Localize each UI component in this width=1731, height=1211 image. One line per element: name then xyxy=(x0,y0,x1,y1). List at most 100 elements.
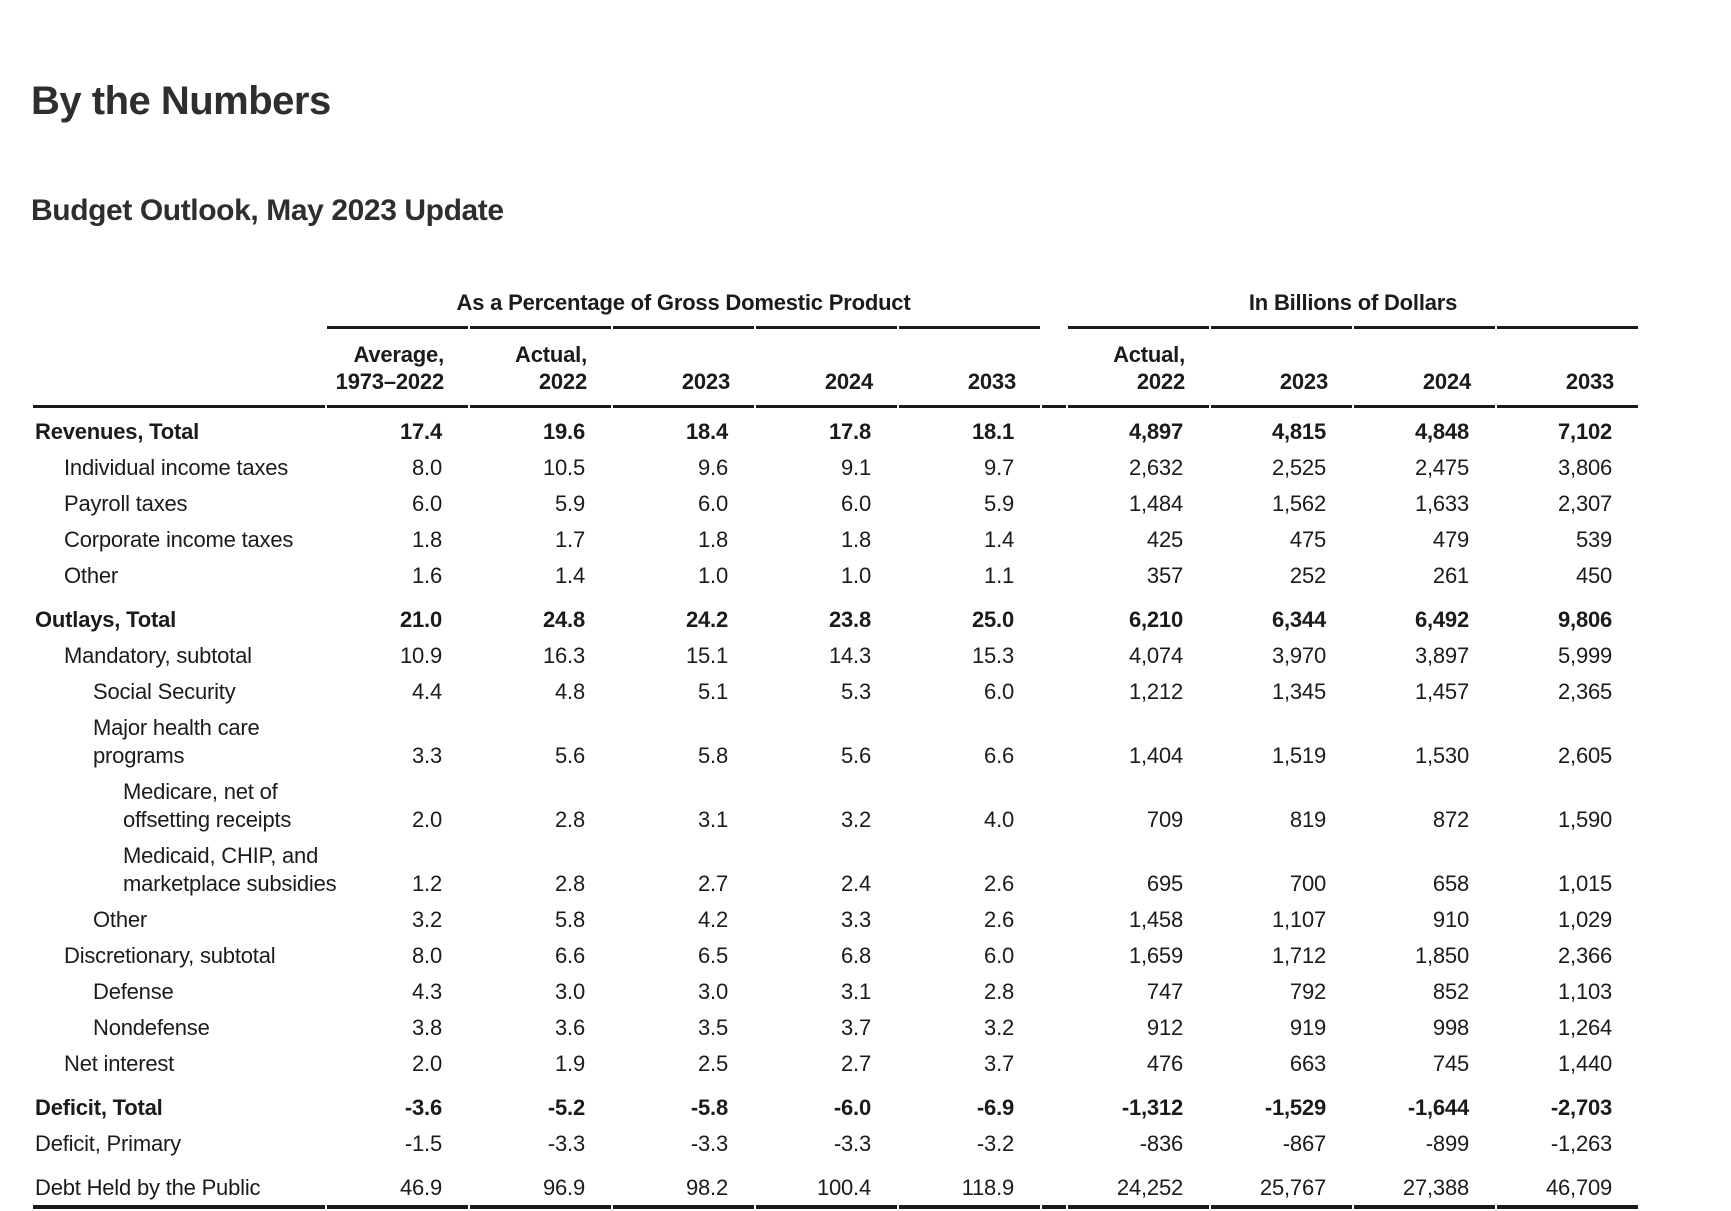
pct-value: 6.0 xyxy=(698,491,728,516)
usd-value: 695 xyxy=(1146,871,1184,896)
pct-value: 15.1 xyxy=(685,643,728,668)
usd-value: 912 xyxy=(1146,1015,1184,1040)
pct-value: 98.2 xyxy=(613,1161,754,1209)
usd-value: 1,712 xyxy=(1271,943,1327,968)
usd-value: 2,475 xyxy=(1414,455,1470,480)
col-head-usd-2033: 2033 xyxy=(1497,329,1639,408)
usd-value: 6,492 xyxy=(1414,607,1470,632)
pct-value: 21.0 xyxy=(399,607,442,632)
usd-value: 539 xyxy=(1575,527,1613,552)
column-gap xyxy=(1042,408,1066,449)
pct-value: 4.2 xyxy=(698,907,728,932)
usd-value: 46,709 xyxy=(1497,1161,1639,1209)
pct-value: 3.1 xyxy=(698,807,728,832)
pct-value: 3.0 xyxy=(698,979,728,1004)
usd-value: -1,312 xyxy=(1121,1095,1184,1120)
table-row: Deficit, Primary -1.5 -3.3 -3.3 -3.3 -3.… xyxy=(33,1125,1638,1161)
column-gap xyxy=(1042,521,1066,557)
usd-value: 709 xyxy=(1146,807,1184,832)
row-label: Revenues, Total xyxy=(35,419,200,444)
pct-value: 24.2 xyxy=(685,607,728,632)
usd-value: 852 xyxy=(1432,979,1470,1004)
column-gap xyxy=(1042,973,1066,1009)
pct-value: 2.0 xyxy=(412,1051,442,1076)
usd-value: 910 xyxy=(1432,907,1470,932)
row-label: Major health care programs xyxy=(93,715,260,768)
group-rule xyxy=(899,326,1041,329)
col-head-pct-2033: 2033 xyxy=(899,329,1041,408)
column-gap xyxy=(1042,1081,1066,1125)
pct-value: -1.5 xyxy=(404,1131,442,1156)
pct-value: 2.8 xyxy=(555,871,585,896)
pct-value: 3.7 xyxy=(841,1015,871,1040)
usd-value: 1,345 xyxy=(1271,679,1327,704)
usd-value: 1,440 xyxy=(1558,1051,1613,1076)
table-row: Discretionary, subtotal 8.0 6.6 6.5 6.8 … xyxy=(33,937,1638,973)
usd-value: 2,366 xyxy=(1558,943,1613,968)
column-gap xyxy=(1042,673,1066,709)
pct-value: 6.0 xyxy=(412,491,442,516)
usd-value: 1,850 xyxy=(1414,943,1470,968)
column-gap xyxy=(1042,278,1066,326)
usd-value: 1,659 xyxy=(1128,943,1184,968)
pct-value: -6.9 xyxy=(976,1095,1015,1120)
pct-value: 118.9 xyxy=(899,1161,1041,1209)
budget-outlook-table: As a Percentage of Gross Domestic Produc… xyxy=(31,278,1640,1209)
column-gap xyxy=(1042,1161,1067,1209)
group-rule xyxy=(1497,326,1639,329)
table-row: Payroll taxes 6.0 5.9 6.0 6.0 5.9 1,484 … xyxy=(33,485,1638,521)
column-gap xyxy=(1042,449,1066,485)
pct-value: 1.2 xyxy=(412,871,442,896)
group-rule-row xyxy=(33,326,1639,329)
column-gap xyxy=(1042,593,1066,637)
empty-label-head xyxy=(33,329,325,408)
pct-value: 3.2 xyxy=(412,907,442,932)
pct-value: -6.0 xyxy=(833,1095,871,1120)
usd-value: 998 xyxy=(1432,1015,1470,1040)
usd-value: 1,107 xyxy=(1271,907,1327,932)
usd-value: 4,848 xyxy=(1414,419,1470,444)
pct-value: 3.0 xyxy=(555,979,585,1004)
usd-value: 1,590 xyxy=(1558,807,1613,832)
table-row: Major health care programs 3.3 5.6 5.8 5… xyxy=(33,709,1638,773)
pct-value: 23.8 xyxy=(828,607,871,632)
usd-value: 2,307 xyxy=(1558,491,1613,516)
pct-value: 1.8 xyxy=(841,527,871,552)
usd-value: -1,263 xyxy=(1550,1131,1613,1156)
pct-value: 25.0 xyxy=(971,607,1015,632)
usd-value: 3,806 xyxy=(1558,455,1613,480)
usd-value: 3,970 xyxy=(1271,643,1327,668)
table-row: Mandatory, subtotal 10.9 16.3 15.1 14.3 … xyxy=(33,637,1638,673)
pct-value: 5.6 xyxy=(555,743,585,768)
table-header: As a Percentage of Gross Domestic Produc… xyxy=(33,278,1639,408)
usd-value: 7,102 xyxy=(1558,419,1613,444)
pct-value: 5.9 xyxy=(555,491,585,516)
usd-value: 658 xyxy=(1432,871,1470,896)
usd-value: 1,029 xyxy=(1558,907,1613,932)
table-row: Outlays, Total 21.0 24.8 24.2 23.8 25.0 … xyxy=(33,593,1638,637)
group-header-billions: In Billions of Dollars xyxy=(1248,290,1458,315)
pct-value: 2.8 xyxy=(984,979,1015,1004)
col-head-pct-average: Average, 1973–2022 xyxy=(327,329,468,408)
column-gap xyxy=(1042,773,1066,837)
pct-value: 4.8 xyxy=(555,679,585,704)
table-row: Medicare, net of offsetting receipts 2.0… xyxy=(33,773,1638,837)
pct-value: 3.2 xyxy=(984,1015,1015,1040)
group-rule xyxy=(327,326,468,329)
usd-value: 2,632 xyxy=(1128,455,1184,480)
pct-value: 3.3 xyxy=(412,743,442,768)
pct-value: 6.0 xyxy=(984,679,1015,704)
usd-value: -899 xyxy=(1425,1131,1470,1156)
pct-value: 1.0 xyxy=(841,563,871,588)
column-gap xyxy=(1042,901,1066,937)
usd-value: 3,897 xyxy=(1414,643,1470,668)
row-label: Deficit, Total xyxy=(35,1095,163,1120)
col-head-usd-2023: 2023 xyxy=(1211,329,1353,408)
pct-value: 2.6 xyxy=(984,907,1015,932)
pct-value: 1.9 xyxy=(555,1051,585,1076)
col-head-pct-2024: 2024 xyxy=(756,329,897,408)
pct-value: 9.1 xyxy=(841,455,871,480)
row-label: Other xyxy=(64,563,119,588)
usd-value: 919 xyxy=(1289,1015,1327,1040)
pct-value: 2.5 xyxy=(698,1051,728,1076)
